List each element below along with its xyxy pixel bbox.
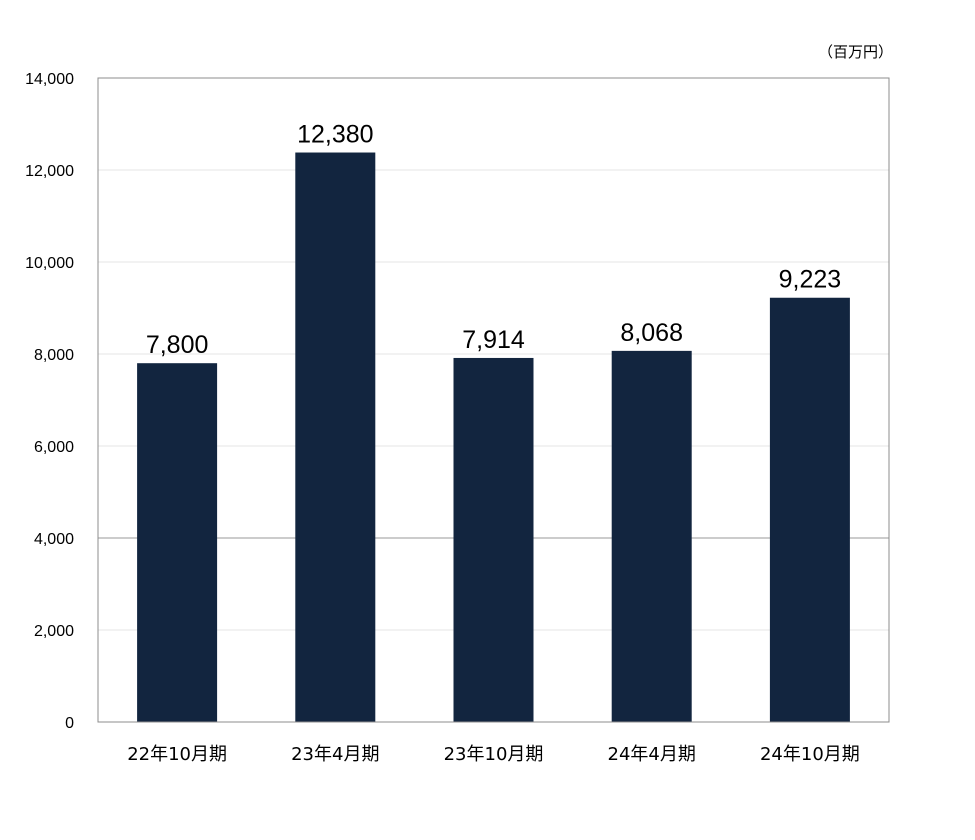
x-category-label: 22年10月期: [127, 744, 227, 765]
y-tick-label: 4,000: [34, 531, 74, 548]
bars: [137, 152, 850, 722]
x-axis-category-labels: 22年10月期 23年4月期 23年10月期 24年4月期 24年10月期: [127, 744, 860, 765]
bar-value-label: 8,068: [620, 319, 683, 347]
y-tick-label: 12,000: [25, 163, 74, 180]
x-category-label: 23年10月期: [444, 744, 544, 765]
x-category-label: 24年10月期: [760, 744, 860, 765]
x-category-label: 24年4月期: [608, 744, 696, 765]
bar: [611, 350, 692, 722]
bar-value-label: 12,380: [297, 121, 373, 149]
y-tick-label: 8,000: [34, 347, 74, 364]
bar: [769, 297, 850, 722]
y-tick-label: 10,000: [25, 255, 74, 272]
data-labels: 7,800 12,380 7,914 8,068 9,223: [146, 121, 841, 360]
bar: [295, 152, 376, 722]
y-axis-tick-labels: 0 2,000 4,000 6,000 8,000 10,000 12,000 14,000: [25, 71, 74, 732]
bar: [453, 357, 534, 722]
y-tick-label: 0: [65, 715, 74, 732]
bar: [137, 363, 218, 722]
plot-area-frame: [97, 77, 890, 723]
bar-value-label: 7,914: [462, 326, 525, 354]
bar-value-label: 9,223: [779, 266, 842, 294]
y-tick-label: 6,000: [34, 439, 74, 456]
y-tick-label: 14,000: [25, 71, 74, 88]
x-category-label: 23年4月期: [291, 744, 379, 765]
unit-label: （百万円）: [818, 43, 893, 61]
bar-value-label: 7,800: [146, 331, 209, 359]
y-tick-label: 2,000: [34, 623, 74, 640]
